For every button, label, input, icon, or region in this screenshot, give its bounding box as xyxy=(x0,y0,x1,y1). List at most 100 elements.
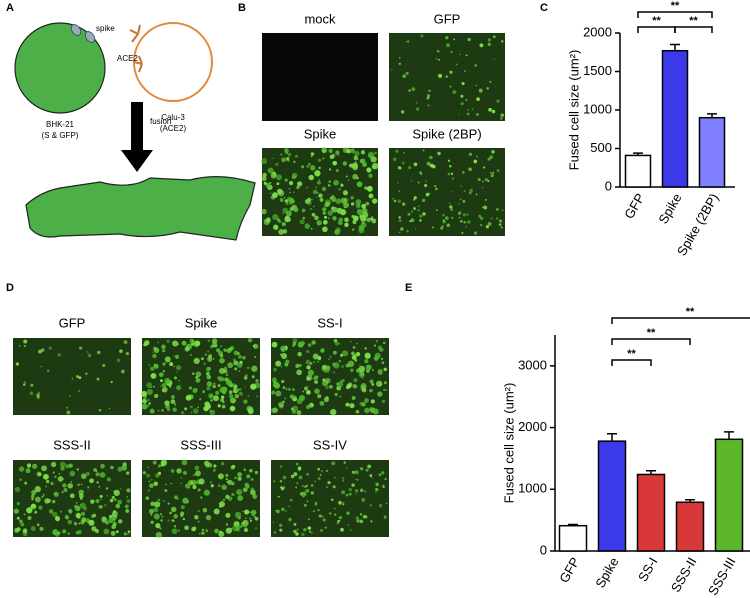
cell-dot xyxy=(288,181,294,186)
panel-label: A xyxy=(6,2,14,14)
cell-dot xyxy=(282,486,286,489)
cell-dot xyxy=(393,199,397,203)
cell-dot xyxy=(86,351,89,353)
cell-dot xyxy=(263,219,270,226)
cell-dot xyxy=(342,147,349,153)
cell-dot xyxy=(374,344,377,347)
cell-dot xyxy=(191,526,196,532)
image-title: GFP xyxy=(434,11,461,26)
cell-dot xyxy=(332,216,337,221)
cell-dot xyxy=(110,380,113,384)
cell-dot xyxy=(165,361,167,364)
cell-dot xyxy=(95,472,100,477)
cell-dot xyxy=(199,398,202,401)
cell-dot xyxy=(195,470,201,477)
cell-dot xyxy=(325,385,329,389)
cell-dot xyxy=(97,350,101,355)
cell-dot xyxy=(43,493,45,496)
cell-dot xyxy=(465,54,468,57)
cell-dot xyxy=(226,480,229,483)
cell-dot xyxy=(302,216,306,220)
cell-dot xyxy=(165,483,167,486)
cell-dot xyxy=(284,178,288,182)
cell-dot xyxy=(317,158,321,162)
diagram-label: (ACE2) xyxy=(160,124,187,133)
cell-dot xyxy=(60,466,65,471)
cell-dot xyxy=(383,381,387,385)
cell-dot xyxy=(333,362,340,369)
cell-dot xyxy=(295,154,298,158)
cell-dot xyxy=(297,181,303,187)
cell-dot xyxy=(23,339,28,344)
cell-dot xyxy=(221,395,225,399)
cell-dot xyxy=(193,408,199,414)
cell-dot xyxy=(322,518,326,522)
bar xyxy=(714,438,744,552)
cell-dot xyxy=(485,225,490,229)
cell-dot xyxy=(436,209,438,211)
cell-dot xyxy=(69,493,75,499)
cell-dot xyxy=(184,525,189,531)
cell-dot xyxy=(293,395,297,399)
cell-dot xyxy=(463,70,466,72)
cell-dot xyxy=(304,223,311,229)
cell-dot xyxy=(80,511,86,516)
cell-dot xyxy=(460,185,463,187)
cell-dot xyxy=(437,151,441,156)
cell-dot xyxy=(173,365,176,368)
cell-dot xyxy=(210,484,214,488)
cell-dot xyxy=(62,529,67,534)
cell-dot xyxy=(496,99,500,103)
cell-dot xyxy=(77,515,81,519)
cell-dot xyxy=(182,517,186,521)
cell-dot xyxy=(285,202,289,206)
cell-dot xyxy=(151,373,155,377)
cell-dot xyxy=(250,489,256,496)
cell-dot xyxy=(334,392,338,397)
cell-dot xyxy=(173,525,177,528)
cell-dot xyxy=(289,203,292,205)
cell-dot xyxy=(171,506,177,513)
cell-dot xyxy=(48,346,52,350)
cell-dot xyxy=(242,487,248,493)
cell-dot xyxy=(79,497,83,500)
cell-dot xyxy=(473,231,478,235)
cell-dot xyxy=(377,391,383,397)
cell-dot xyxy=(115,530,119,534)
cell-dot xyxy=(60,461,66,468)
cell-dot xyxy=(467,220,471,224)
cell-dot xyxy=(366,167,372,173)
cell-dot xyxy=(402,74,407,78)
cell-dot xyxy=(236,351,240,355)
cell-dot xyxy=(98,408,102,412)
cell-dot xyxy=(461,231,464,235)
cell-dot xyxy=(332,485,336,489)
cell-dot xyxy=(349,403,355,409)
cell-dot xyxy=(273,368,277,372)
cell-dot xyxy=(237,472,243,478)
cell-dot xyxy=(125,509,130,513)
cell-dot xyxy=(261,176,267,182)
cell-dot xyxy=(155,531,163,539)
cell-dot xyxy=(189,405,193,409)
cell-dot xyxy=(243,468,247,472)
cell-dot xyxy=(68,508,73,514)
cell-dot xyxy=(358,364,361,367)
cell-dot xyxy=(398,190,401,193)
cell-dot xyxy=(147,404,150,407)
cell-dot xyxy=(288,517,292,522)
cell-dot xyxy=(271,390,276,395)
cell-dot xyxy=(124,504,129,509)
cell-dot xyxy=(105,487,109,490)
cell-dot xyxy=(355,199,362,205)
cell-dot xyxy=(449,85,452,88)
cell-dot xyxy=(310,207,313,210)
cell-dot xyxy=(225,512,231,518)
cell-dot xyxy=(146,473,150,478)
cell-dot xyxy=(217,384,221,388)
cell-dot xyxy=(371,216,373,218)
cell-dot xyxy=(228,390,233,394)
cell-dot xyxy=(247,366,250,370)
cell-dot xyxy=(308,530,311,533)
cell-dot xyxy=(173,376,177,380)
